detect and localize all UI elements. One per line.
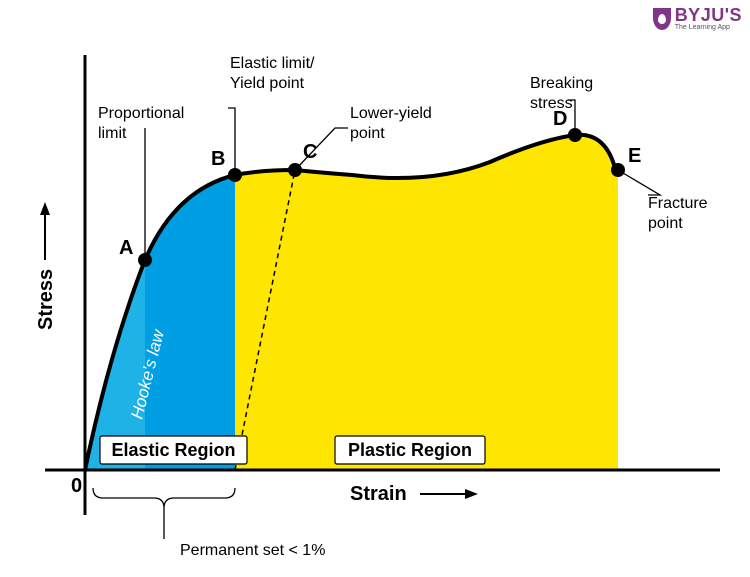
logo-shield-icon xyxy=(653,8,671,30)
logo-main: BYJU'S xyxy=(675,6,742,24)
point-label-e: E xyxy=(628,145,641,167)
permanent-set-label: Permanent set < 1% xyxy=(180,542,325,559)
desc-c: Lower-yield xyxy=(350,105,432,122)
x-axis-arrow-head xyxy=(465,489,478,499)
logo-sub: The Learning App xyxy=(675,24,742,31)
y-axis-label: Stress xyxy=(35,269,57,330)
elastic-region-label: Elastic Region xyxy=(111,440,235,460)
permanent-set-brace xyxy=(93,488,235,508)
desc-d: Breaking xyxy=(530,75,593,92)
leader-e xyxy=(618,170,660,195)
origin-label: 0 xyxy=(71,475,82,497)
point-label-a: A xyxy=(119,237,133,259)
y-axis-arrow-head xyxy=(40,202,50,215)
desc-e: Fracture xyxy=(648,195,708,212)
desc-e2: point xyxy=(648,215,683,232)
x-axis-label: Strain xyxy=(350,483,407,505)
desc-a2: limit xyxy=(98,125,127,142)
elastic-region-fill-b xyxy=(145,175,235,470)
stress-strain-diagram: 0 ABCDE Elastic RegionPlastic Region Pro… xyxy=(0,0,750,577)
leader-b xyxy=(228,108,235,175)
desc-a: Proportional xyxy=(98,105,184,122)
desc-b2: Yield point xyxy=(230,75,305,92)
logo: BYJU'S The Learning App xyxy=(653,6,742,31)
desc-c2: point xyxy=(350,125,385,142)
desc-b: Elastic limit/ xyxy=(230,55,315,72)
plastic-region-label: Plastic Region xyxy=(348,440,472,460)
point-label-b: B xyxy=(211,148,225,170)
desc-d2: stress xyxy=(530,95,573,112)
